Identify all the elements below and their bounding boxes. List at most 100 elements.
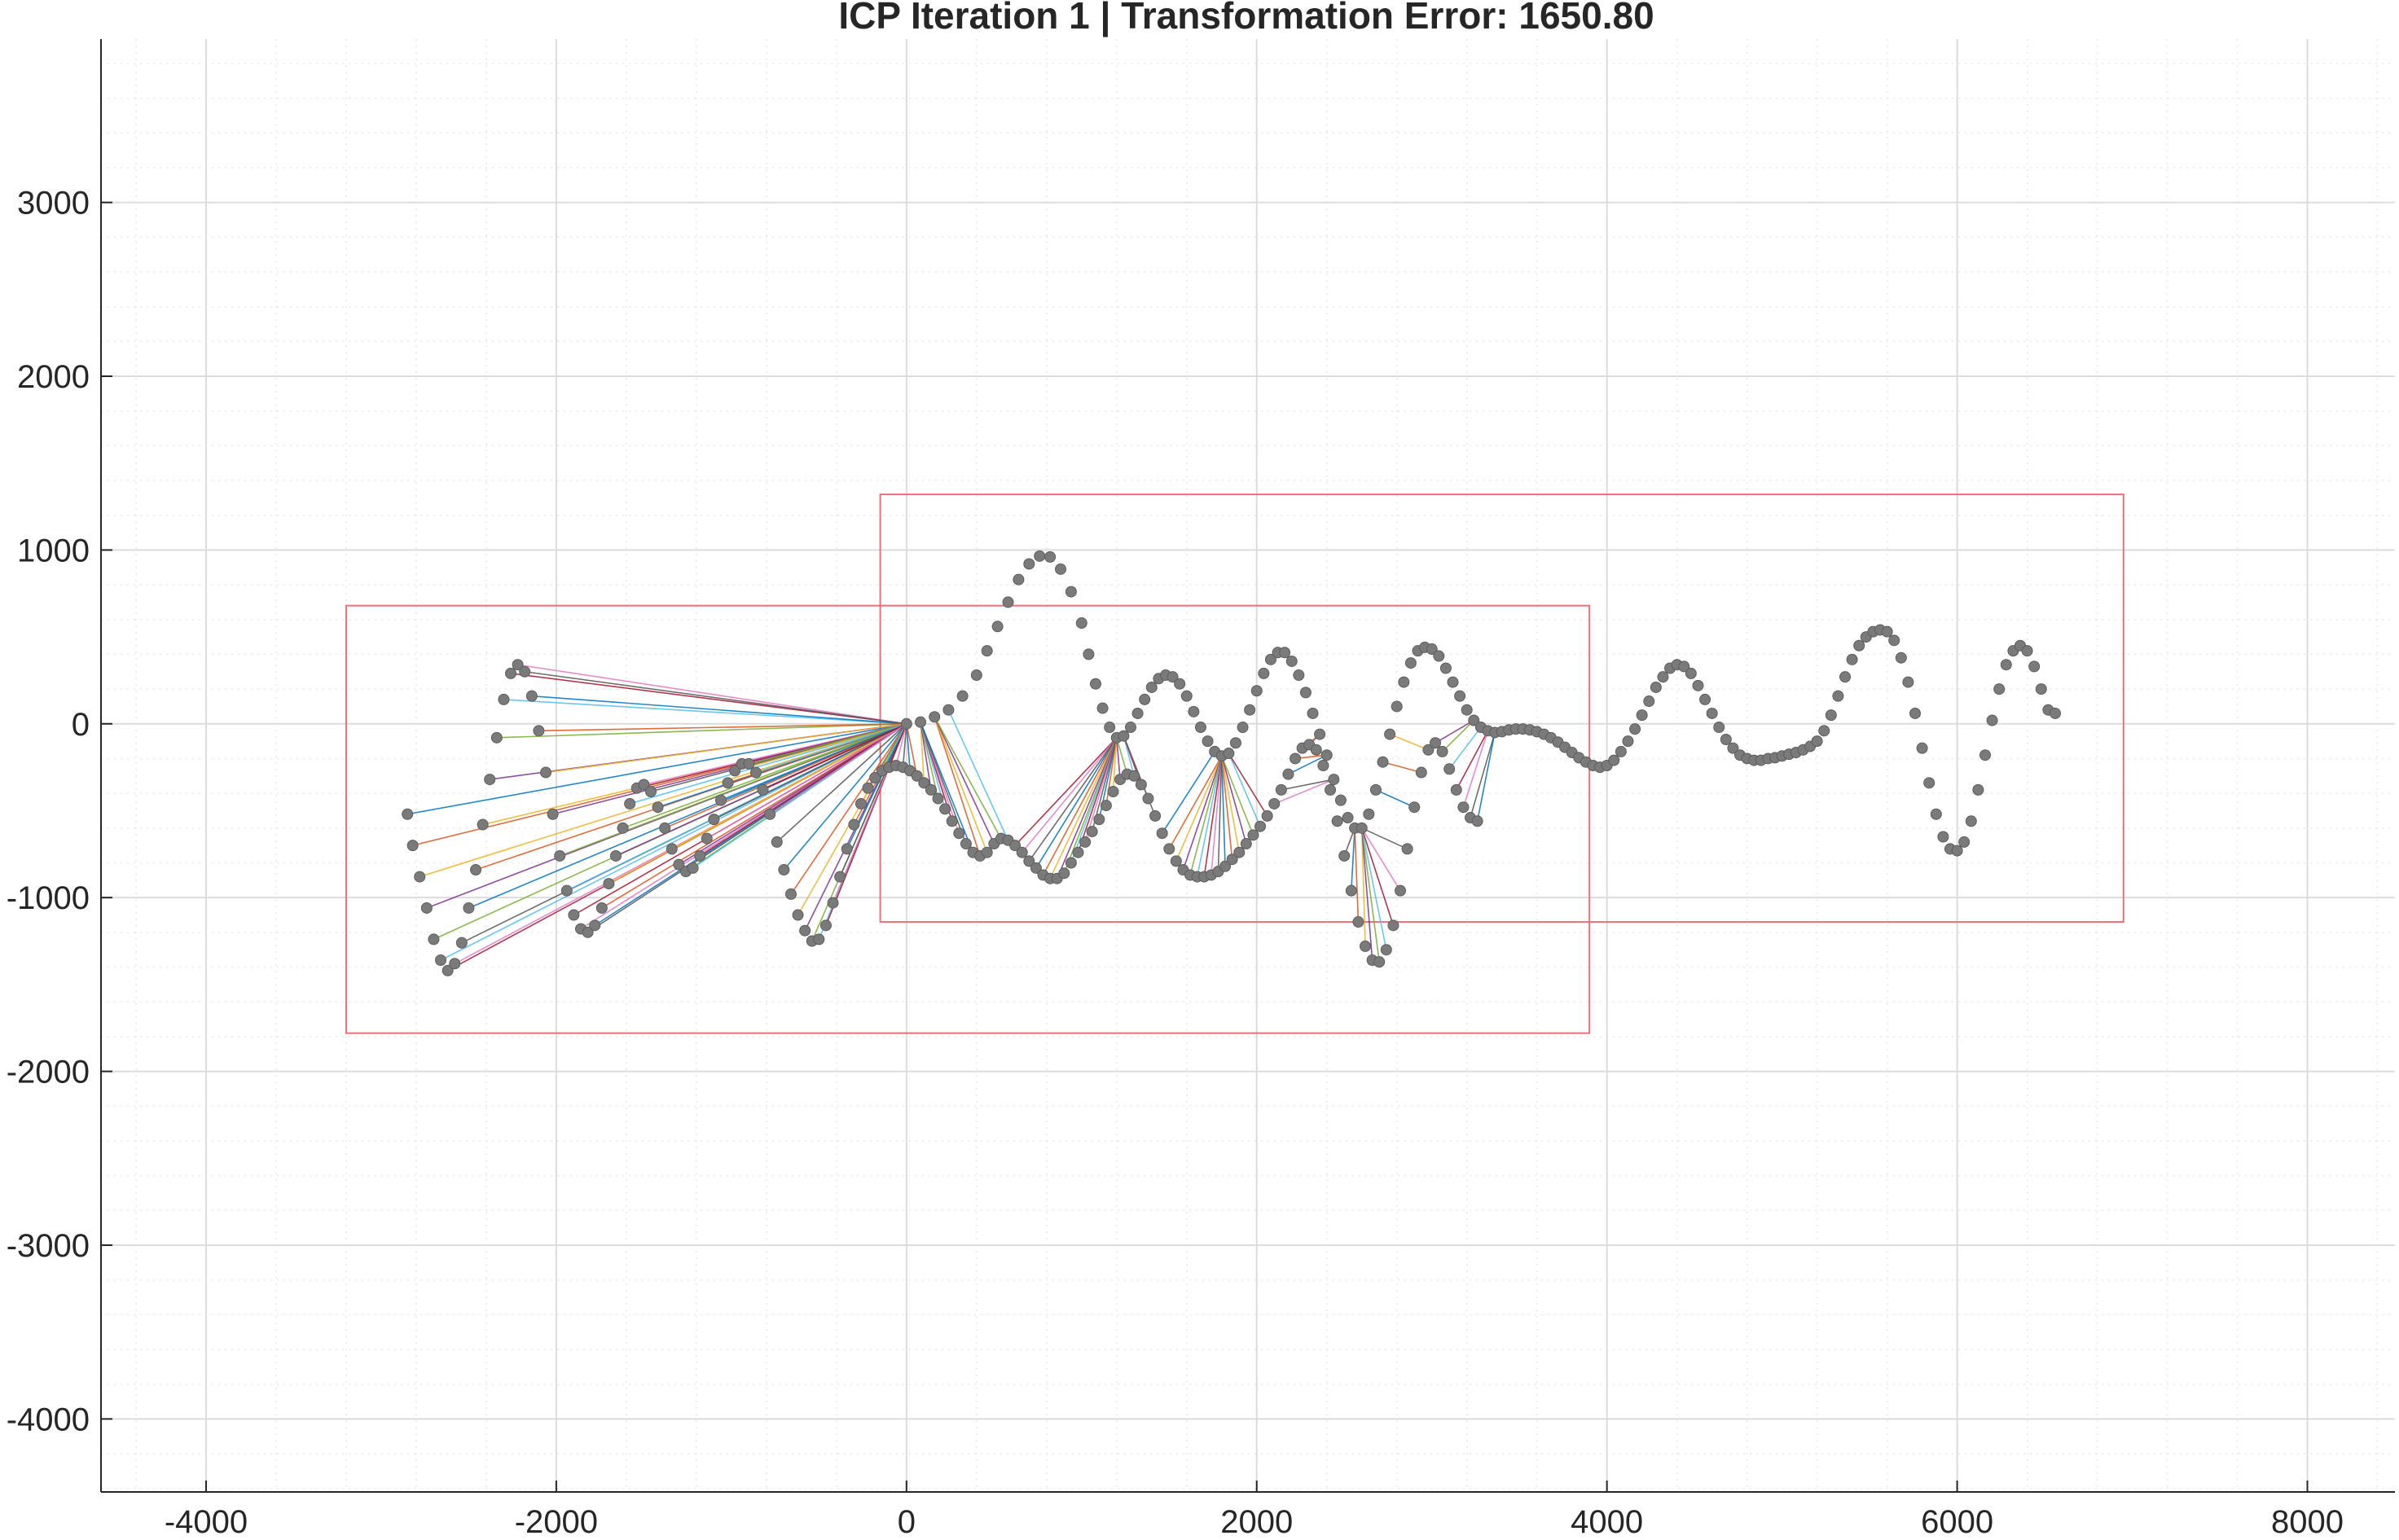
target-point [1846, 653, 1858, 665]
source-point [624, 797, 636, 809]
target-point [929, 711, 941, 723]
correspondence-line [895, 723, 907, 766]
correspondence-line [1189, 756, 1223, 875]
target-point [1426, 643, 1438, 656]
correspondence-line [1220, 756, 1241, 853]
target-point [1096, 702, 1109, 714]
target-point [1986, 714, 1998, 726]
source-point [568, 909, 580, 921]
source-point [911, 770, 923, 782]
correspondence-line [1360, 827, 1381, 963]
correspondence-line [1361, 827, 1401, 892]
source-point [848, 818, 860, 831]
correspondence-line [1112, 737, 1118, 792]
target-point [1174, 678, 1186, 690]
correspondence-line [1360, 827, 1387, 950]
source-point [1093, 814, 1105, 826]
source-point [1233, 846, 1246, 858]
source-point [1023, 855, 1035, 867]
correspondence-line [545, 722, 907, 774]
source-point [714, 794, 727, 806]
source-point [771, 836, 783, 848]
target-point [1314, 728, 1326, 740]
source-point [841, 843, 853, 855]
x-tick-label: 4000 [1571, 1504, 1643, 1540]
source-point [1163, 843, 1175, 855]
source-point [1219, 860, 1232, 872]
target-point [1699, 693, 1711, 705]
target-point [1342, 812, 1354, 824]
correspondence-line [1360, 827, 1366, 946]
source-point [1135, 779, 1147, 791]
correspondence-line [714, 723, 907, 820]
source-point [749, 766, 762, 779]
x-tick-label: -4000 [165, 1504, 248, 1540]
source-point [1086, 826, 1098, 838]
target-point [1124, 722, 1136, 734]
target-point [1972, 783, 1984, 796]
correspondence-line [559, 723, 907, 857]
correspondence-line [503, 699, 907, 725]
correspondence-line [1435, 719, 1474, 744]
source-point [743, 757, 755, 770]
target-point [1937, 831, 1949, 843]
source-point [512, 659, 524, 671]
y-tick-label: -4000 [7, 1402, 90, 1437]
target-point [1832, 690, 1844, 702]
source-point [1373, 956, 1386, 968]
target-point [1237, 722, 1249, 734]
correspondence-line [934, 716, 981, 857]
correspondence-line [1028, 737, 1118, 862]
source-point [1401, 843, 1413, 855]
target-point [1299, 687, 1312, 699]
source-point [953, 827, 965, 840]
source-point [1450, 783, 1462, 796]
target-point [1706, 707, 1718, 719]
target-point [1657, 671, 1669, 683]
correspondence-line [1389, 733, 1429, 751]
bounding-boxes [345, 494, 2124, 1034]
source-point [1422, 744, 1435, 756]
correspondence-line [906, 723, 911, 771]
correspondence-line [1360, 827, 1395, 926]
correspondence-line [1221, 755, 1254, 836]
correspondence-line [1375, 789, 1415, 808]
source-point [834, 871, 846, 883]
correspondence-line [1354, 827, 1360, 923]
source-point [1107, 786, 1119, 798]
correspondence-line [1049, 737, 1118, 880]
correspondence-line [1056, 737, 1118, 880]
correspondence-line [1351, 827, 1355, 891]
correspondence-line [1217, 756, 1223, 872]
source-point [1268, 797, 1281, 809]
source-point [925, 783, 937, 796]
correspondence-line [1022, 737, 1118, 853]
source-point [1079, 836, 1092, 848]
source-point [1387, 919, 1399, 932]
source-point [1058, 867, 1070, 880]
target-point [1398, 676, 1410, 688]
correspondence-line [769, 723, 907, 815]
correspondence-line [517, 664, 907, 725]
target-point [1727, 742, 1739, 754]
source-point [659, 822, 671, 834]
source-point [1261, 809, 1273, 822]
correspondence-line [1228, 752, 1261, 827]
target-point [1188, 705, 1200, 717]
x-tick-label: 2000 [1220, 1504, 1293, 1540]
target-point [1194, 722, 1206, 734]
source-point [939, 803, 951, 815]
target-point [942, 704, 955, 716]
target-point [1461, 704, 1473, 716]
axes [100, 39, 2395, 1493]
target-point [1622, 735, 1634, 748]
source-point [1065, 857, 1077, 869]
source-point [455, 937, 468, 949]
source-point [589, 919, 601, 932]
target-point [1433, 650, 1445, 662]
target-point [1720, 733, 1732, 745]
target-point [1264, 653, 1276, 665]
correspondence-line [1220, 756, 1247, 845]
target-point [1825, 709, 1837, 722]
source-point [855, 797, 867, 809]
